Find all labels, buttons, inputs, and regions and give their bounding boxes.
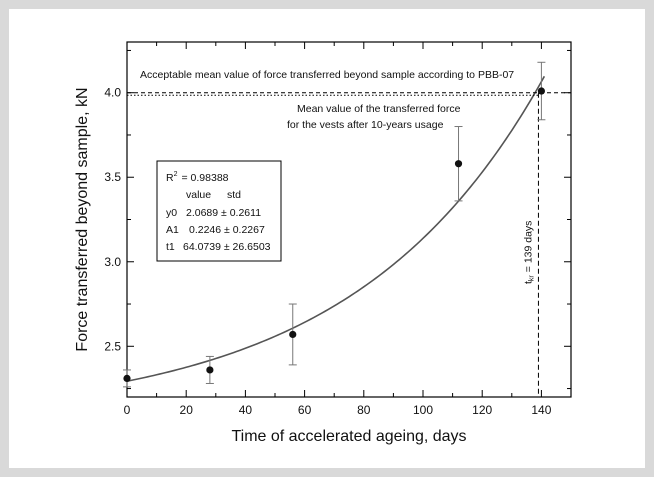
x-tick-label: 40 bbox=[239, 403, 253, 417]
stats-row-name: y0 bbox=[166, 207, 177, 219]
x-tick-label: 60 bbox=[298, 403, 312, 417]
y-axis-title: Force transferred beyond sample, kN bbox=[74, 87, 91, 351]
mean-line-label-2: for the vests after 10-years usage bbox=[287, 119, 444, 131]
figure-frame: 0 20 40 60 80 100 120 140 2.5 3.0 3.5 4.0 Acceptabl… bbox=[9, 9, 645, 468]
data-point bbox=[454, 160, 463, 168]
acceptable-line-label: Acceptable mean value of force transferr… bbox=[140, 69, 514, 81]
stats-header-std: std bbox=[227, 189, 241, 201]
x-axis-title: Time of accelerated ageing, days bbox=[231, 428, 466, 445]
x-tick-label: 100 bbox=[413, 403, 433, 417]
stats-box: R2 = 0.98388 value std y0 2.0689 ± 0.2611… bbox=[156, 160, 282, 262]
stats-row-value: 0.2246 ± 0.2267 bbox=[189, 224, 265, 236]
x-tick-label: 140 bbox=[531, 403, 551, 417]
data-point bbox=[537, 87, 546, 95]
x-tick-label: 20 bbox=[180, 403, 194, 417]
stats-row-value: 64.0739 ± 26.6503 bbox=[183, 241, 271, 253]
chart: 0 20 40 60 80 100 120 140 2.5 3.0 3.5 4.0 Acceptabl… bbox=[74, 41, 572, 445]
y-tick-label: 3.5 bbox=[104, 170, 121, 184]
y-tick-label: 3.0 bbox=[104, 255, 121, 269]
stats-header-value: value bbox=[186, 189, 211, 201]
x-tick-label: 0 bbox=[124, 403, 131, 417]
y-tick-label: 4.0 bbox=[104, 86, 121, 100]
stats-row-value: 2.0689 ± 0.2611 bbox=[186, 207, 261, 219]
fit-curve bbox=[126, 75, 546, 382]
stats-row-name: A1 bbox=[166, 224, 179, 236]
x-tick-label: 120 bbox=[472, 403, 492, 417]
x-tick-label: 80 bbox=[357, 403, 371, 417]
mean-line-label-1: Mean value of the transferred force bbox=[297, 103, 461, 115]
data-point bbox=[289, 330, 297, 339]
vline-label: tkr= 139 days bbox=[522, 221, 535, 284]
y-tick-label: 2.5 bbox=[104, 339, 121, 353]
data-point bbox=[123, 374, 131, 383]
data-point bbox=[206, 366, 214, 374]
stats-r2-label: R2 = 0.98388 bbox=[166, 171, 229, 184]
stats-row-name: t1 bbox=[166, 241, 175, 253]
